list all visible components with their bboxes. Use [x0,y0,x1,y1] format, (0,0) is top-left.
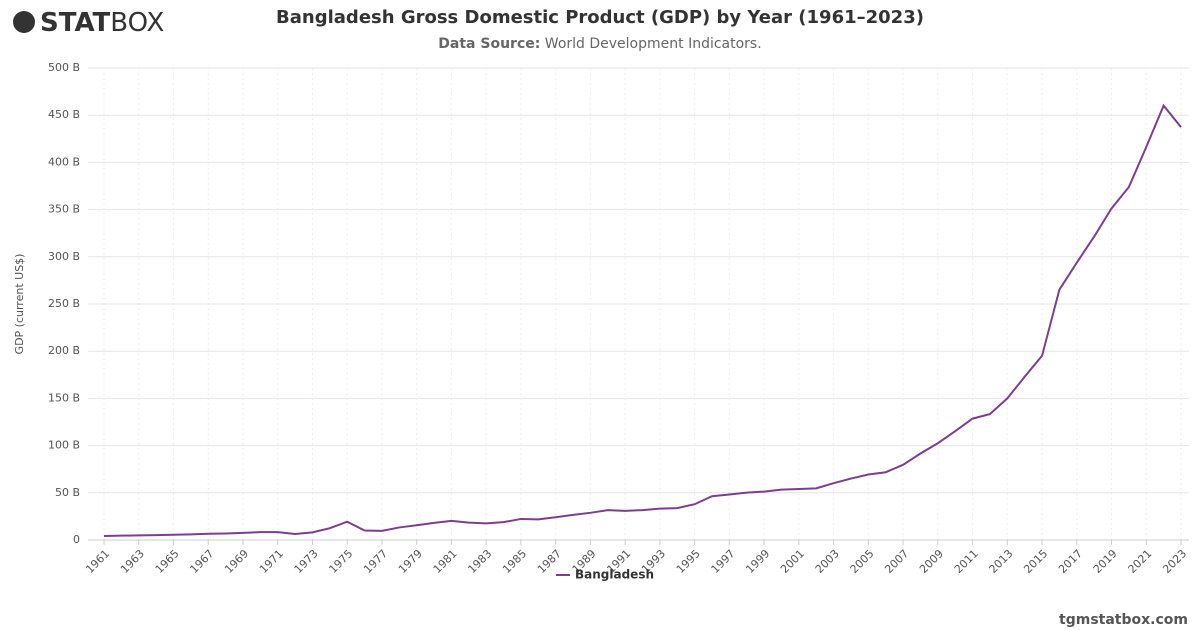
x-tick-label: 2003 [813,547,842,576]
x-tick-label: 1965 [153,547,182,576]
x-tick-label: 1975 [326,547,355,576]
x-tick-label: 1987 [535,547,564,576]
watermark: tgmstatbox.com [1059,612,1188,628]
x-tick-label: 1985 [500,547,529,576]
x-tick-label: 1973 [292,547,321,576]
x-tick-label: 1963 [118,547,147,576]
x-tick-label: 1967 [187,547,216,576]
x-tick-label: 2001 [778,547,807,576]
y-axis-label: GDP (current US$) [13,254,26,355]
x-tick-label: 1995 [674,547,703,576]
y-tick-label: 100 B [48,439,80,452]
x-tick-label: 1999 [743,547,772,576]
x-tick-label: 2017 [1056,547,1085,576]
x-tick-label: 1981 [431,547,460,576]
x-tick-label: 1961 [83,547,112,576]
logo-bold: STAT [40,8,111,38]
data-line [103,103,1182,537]
logo-icon [13,11,35,33]
x-tick-label: 2015 [1021,547,1050,576]
x-tick-label: 2007 [882,547,911,576]
y-tick-label: 400 B [48,155,80,168]
subtitle-text: World Development Indicators. [545,36,762,52]
y-tick-label: 300 B [48,250,80,263]
y-tick-label: 0 [73,533,80,546]
chart-subtitle: Data Source: World Development Indicator… [438,36,761,52]
y-tick-label: 200 B [48,344,80,357]
logo-text: STATBOX [40,8,164,38]
x-tick-label: 2011 [952,547,981,576]
legend-label: Bangladesh [575,568,654,582]
x-tick-label: 2013 [987,547,1016,576]
y-tick-label: 150 B [48,391,80,404]
x-tick-label: 2021 [1126,547,1155,576]
chart-title: Bangladesh Gross Domestic Product (GDP) … [276,7,924,28]
y-tick-label: 250 B [48,297,80,310]
y-tick-label: 500 B [48,61,80,74]
x-tick-label: 1979 [396,547,425,576]
x-tick-label: 2023 [1160,547,1189,576]
x-tick-label: 2009 [917,547,946,576]
y-tick-label: 350 B [48,203,80,216]
x-tick-label: 1971 [257,547,286,576]
x-tick-label: 2005 [848,547,877,576]
y-tick-label: 450 B [48,108,80,121]
x-tick-label: 1969 [222,547,251,576]
x-tick-label: 2019 [1091,547,1120,576]
x-tick-label: 1977 [361,547,390,576]
logo-light: BOX [110,8,164,38]
logo: STATBOX [13,8,164,38]
x-tick-label: 1997 [709,547,738,576]
y-tick-label: 50 B [55,486,80,499]
subtitle-label: Data Source: [438,36,540,52]
x-tick-label: 1983 [465,547,494,576]
